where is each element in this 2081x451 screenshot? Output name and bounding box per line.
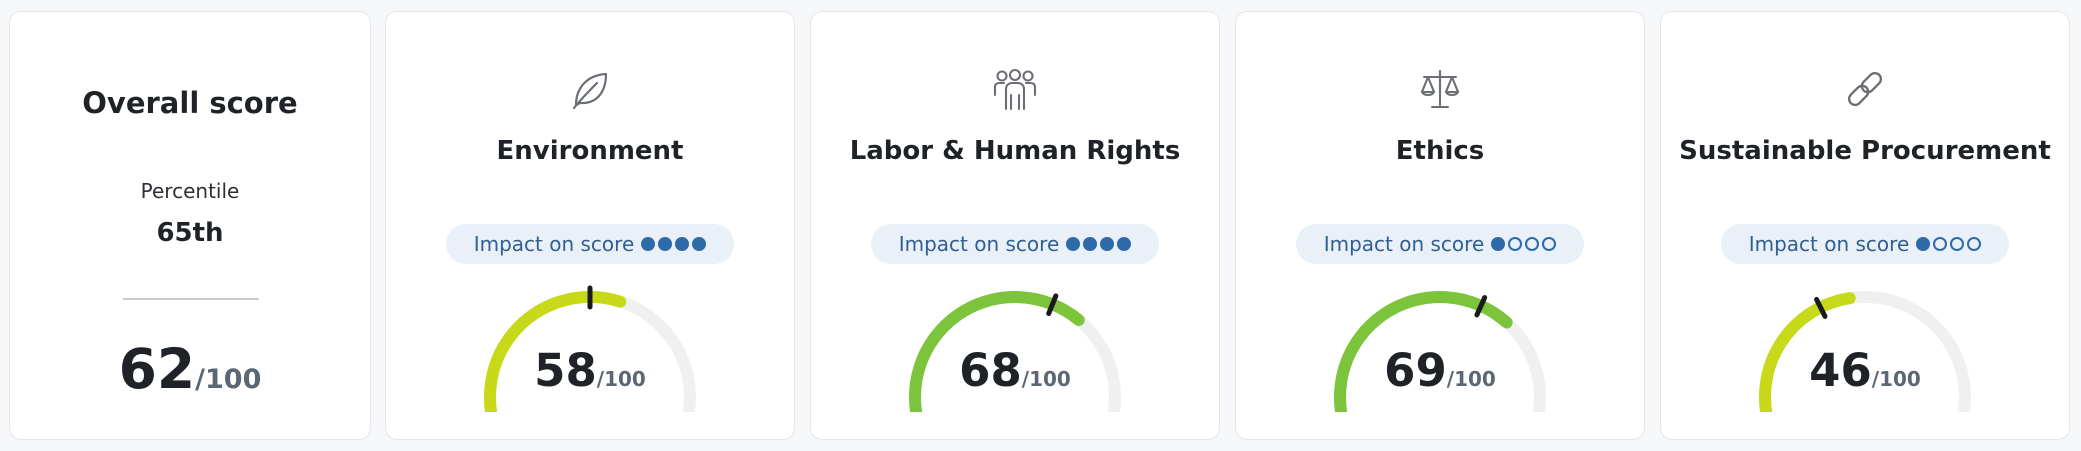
impact-dot-filled bbox=[1066, 237, 1081, 251]
gauge-fill bbox=[1759, 292, 1856, 412]
impact-dot-empty bbox=[1950, 237, 1965, 251]
category-score: 68/100 bbox=[811, 344, 1219, 397]
score-gauge bbox=[1759, 291, 1971, 412]
impact-dot-filled bbox=[1916, 237, 1931, 251]
score-gauge bbox=[1334, 291, 1546, 412]
category-score-denominator: /100 bbox=[1446, 367, 1496, 391]
impact-badge: Impact on score bbox=[871, 224, 1159, 264]
impact-dot-empty bbox=[1508, 237, 1523, 251]
overall-score-title: Overall score bbox=[82, 86, 298, 120]
impact-badge: Impact on score bbox=[1721, 224, 2009, 264]
category-score: 69/100 bbox=[1236, 344, 1644, 397]
category-card-labor-human-rights[interactable]: Labor & Human Rights Impact on score 68/… bbox=[810, 11, 1220, 440]
overall-score-card: Overall score Percentile 65th 62/100 bbox=[9, 11, 371, 440]
gauge-needle bbox=[1814, 296, 1828, 319]
category-title: Environment bbox=[496, 136, 684, 166]
impact-badge: Impact on score bbox=[446, 224, 734, 264]
gauge-fill bbox=[1334, 291, 1513, 412]
overall-score-number: 62 bbox=[118, 337, 196, 401]
category-card-sustainable-procurement[interactable]: Sustainable Procurement Impact on score … bbox=[1660, 11, 2070, 440]
impact-label: Impact on score bbox=[1748, 232, 1910, 256]
gauge-needle bbox=[1046, 293, 1059, 317]
category-score: 58/100 bbox=[386, 344, 794, 397]
category-score-denominator: /100 bbox=[1021, 367, 1071, 391]
category-score-number: 69 bbox=[1384, 344, 1447, 397]
impact-dot-filled bbox=[675, 237, 690, 251]
overall-score-value: 62/100 bbox=[10, 337, 370, 401]
category-score-denominator: /100 bbox=[1871, 367, 1921, 391]
score-gauge bbox=[909, 291, 1121, 412]
impact-dots bbox=[641, 237, 707, 251]
impact-dot-filled bbox=[1491, 237, 1506, 251]
percentile-label: Percentile bbox=[140, 179, 240, 203]
people-icon bbox=[993, 68, 1037, 111]
category-title: Labor & Human Rights bbox=[849, 136, 1181, 166]
category-score-number: 68 bbox=[959, 344, 1022, 397]
category-title: Sustainable Procurement bbox=[1679, 136, 2051, 166]
impact-label: Impact on score bbox=[1323, 232, 1485, 256]
category-card-environment[interactable]: Environment Impact on score 58/100 bbox=[385, 11, 795, 440]
category-score-number: 58 bbox=[534, 344, 597, 397]
impact-dot-empty bbox=[1542, 237, 1557, 251]
category-card-ethics[interactable]: Ethics Impact on score 69/100 bbox=[1235, 11, 1645, 440]
impact-dots bbox=[1491, 237, 1557, 251]
category-score: 46/100 bbox=[1661, 344, 2069, 397]
category-title: Ethics bbox=[1395, 136, 1485, 166]
overall-score-denominator: /100 bbox=[195, 364, 262, 395]
impact-badge: Impact on score bbox=[1296, 224, 1584, 264]
category-score-number: 46 bbox=[1809, 344, 1872, 397]
divider bbox=[123, 298, 259, 300]
gauge-fill bbox=[909, 291, 1085, 412]
impact-dots bbox=[1916, 237, 1982, 251]
gauge-needle bbox=[1474, 295, 1488, 318]
score-gauge bbox=[484, 285, 696, 412]
impact-dot-empty bbox=[1525, 237, 1540, 251]
impact-dot-filled bbox=[658, 237, 673, 251]
impact-dot-filled bbox=[1083, 237, 1098, 251]
impact-label: Impact on score bbox=[473, 232, 635, 256]
impact-dot-empty bbox=[1933, 237, 1948, 251]
impact-dot-filled bbox=[1117, 237, 1132, 251]
impact-dot-filled bbox=[641, 237, 656, 251]
chain-link-icon bbox=[1847, 71, 1883, 107]
impact-dots bbox=[1066, 237, 1132, 251]
category-score-denominator: /100 bbox=[596, 367, 646, 391]
impact-dot-filled bbox=[692, 237, 707, 251]
impact-label: Impact on score bbox=[898, 232, 1060, 256]
scales-icon bbox=[1420, 69, 1460, 109]
percentile-value: 65th bbox=[156, 218, 224, 248]
impact-dot-filled bbox=[1100, 237, 1115, 251]
leaf-icon bbox=[572, 72, 608, 110]
impact-dot-empty bbox=[1967, 237, 1982, 251]
